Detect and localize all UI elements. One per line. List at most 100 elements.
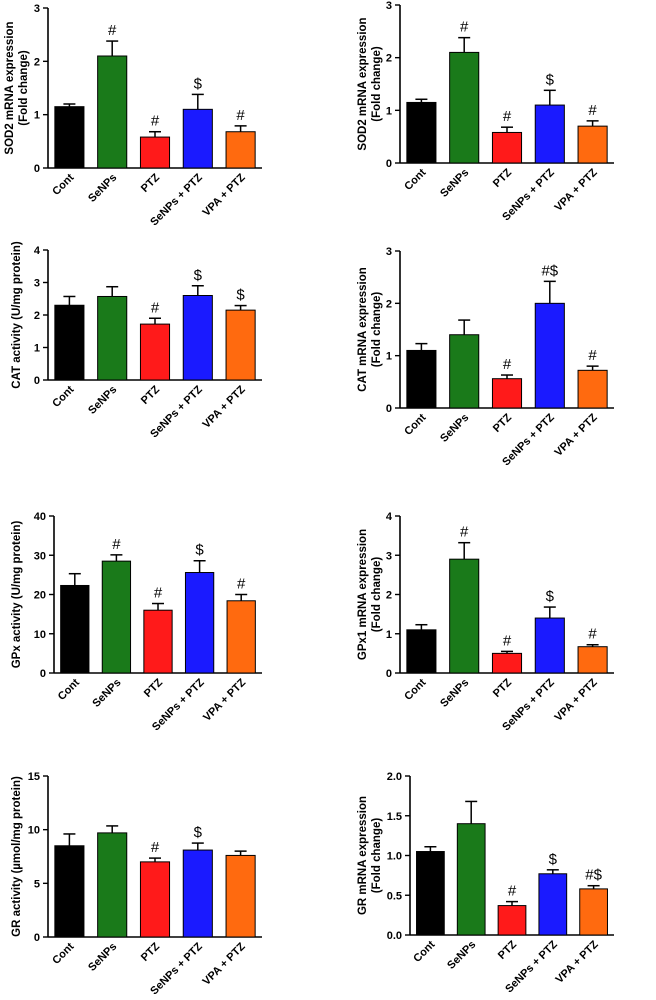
category-label: Cont [402, 676, 428, 702]
bar [54, 845, 85, 938]
significance-label: # [236, 107, 245, 124]
chart-gpx-activity: 0 10 20 30 40 GPx activity (U/mg protein) Cont… [11, 511, 262, 733]
y-tick-label: 5 [34, 878, 40, 890]
category-label: Cont [50, 171, 76, 197]
bar [534, 617, 565, 674]
y-tick-label: 4 [386, 511, 393, 523]
y-tick-label: 2 [386, 298, 392, 310]
bar [225, 854, 256, 938]
category-label: Cont [50, 383, 76, 409]
y-axis-title: GPx activity (U/mg protein) [11, 521, 23, 669]
category-label: Cont [50, 940, 76, 966]
y-tick-label: 1 [386, 351, 392, 363]
y-tick-label: 3 [34, 3, 40, 15]
bar [101, 560, 132, 674]
y-tick-label: 30 [34, 550, 46, 562]
bar [97, 832, 128, 938]
category-label: SeNPs [86, 384, 119, 417]
bar [182, 295, 213, 381]
category-label: Cont [411, 938, 437, 964]
category-label: VPA + PTZ [554, 938, 601, 985]
category-label: SeNPs [445, 939, 478, 972]
significance-label: $ [236, 287, 245, 304]
bar [497, 905, 527, 936]
significance-label: $ [546, 71, 555, 88]
y-tick-label: 10 [34, 629, 46, 641]
y-tick-label: 20 [34, 590, 46, 602]
significance-label: # [588, 102, 597, 119]
significance-label: # [151, 839, 160, 856]
bar [449, 334, 480, 409]
bar [534, 302, 565, 409]
significance-label: #$ [585, 867, 602, 884]
category-label: PTZ [491, 166, 514, 189]
bar [225, 131, 256, 169]
chart-gr-activity: 0 5 10 15 GR activity (µmol/mg protein) Cont S… [11, 771, 262, 997]
bar [491, 131, 523, 164]
y-tick-label: 2.0 [387, 771, 402, 783]
y-tick-label: 3 [386, 246, 392, 258]
y-tick-label: 0 [34, 932, 40, 944]
significance-label: # [108, 22, 117, 39]
bar [139, 323, 171, 381]
bar [456, 823, 486, 936]
y-axis-title: SOD2 mRNA expression [4, 21, 16, 154]
y-tick-label: 0 [40, 668, 46, 680]
bar [143, 609, 173, 674]
bar [54, 304, 85, 381]
chart-cat-mrna: 0 1 2 3 CAT mRNA expression (Fold change) Cont… [357, 246, 614, 468]
significance-label: $ [194, 267, 203, 284]
y-axis-title: (Fold change) [371, 818, 383, 894]
chart-gpx1-mrna: 0 1 2 3 4 GPx1 mRNA expression (Fold change) Co… [357, 511, 614, 733]
y-tick-label: 3 [386, 550, 392, 562]
significance-label: # [588, 626, 597, 643]
y-axis-title: GPx1 mRNA expression [357, 529, 369, 660]
y-tick-label: 1.5 [387, 811, 402, 823]
bar [182, 108, 213, 169]
significance-label: # [112, 536, 121, 553]
y-tick-label: 2 [34, 56, 40, 68]
y-axis-title: (Fold change) [371, 557, 383, 633]
category-label: PTZ [139, 171, 162, 194]
y-tick-label: 40 [34, 511, 46, 523]
bar [491, 378, 523, 409]
significance-label: # [237, 576, 246, 593]
significance-label: # [503, 108, 512, 125]
chart-gr-mrna: 0.0 0.5 1.0 1.5 2.0 GR mRNA expression (Fold c… [357, 771, 614, 995]
chart-cat-activity: 0 1 2 3 4 CAT activity (U/mg protein) Cont SeNP… [11, 241, 262, 440]
y-tick-label: 1 [34, 343, 40, 355]
y-tick-label: 0.0 [387, 930, 402, 942]
significance-label: # [588, 347, 597, 364]
category-label: SeNPs [86, 941, 119, 974]
category-label: Cont [56, 676, 82, 702]
significance-label: $ [549, 851, 558, 868]
y-tick-label: 1 [34, 110, 40, 122]
category-label: Cont [402, 166, 428, 192]
bar [416, 851, 445, 936]
bar [406, 629, 437, 674]
bar [534, 104, 565, 164]
chart-sod2-mrna: 0 1 2 3 SOD2 mRNA expression (Fold change) Con… [357, 0, 614, 223]
significance-label: $ [194, 75, 203, 92]
category-label: VPA + PTZ [553, 166, 600, 213]
bar [491, 652, 523, 674]
category-label: VPA + PTZ [201, 383, 248, 430]
significance-label: #$ [541, 262, 558, 279]
y-tick-label: 0 [34, 163, 40, 175]
y-axis-title: GR activity (µmol/mg protein) [11, 776, 23, 937]
y-tick-label: 2 [386, 53, 392, 65]
category-label: Cont [402, 411, 428, 437]
category-label: SeNPs [86, 172, 119, 205]
category-label: PTZ [139, 940, 162, 963]
bar [139, 861, 171, 938]
significance-label: # [154, 585, 163, 602]
category-label: PTZ [496, 938, 519, 961]
category-label: SeNPs [438, 412, 471, 445]
bar [577, 125, 608, 164]
y-axis-title: CAT activity (U/mg protein) [11, 241, 23, 389]
bar [97, 55, 128, 169]
y-tick-label: 3 [386, 0, 392, 12]
category-label: VPA + PTZ [201, 676, 248, 723]
category-label: SeNPs [90, 677, 123, 710]
bar [60, 584, 90, 674]
